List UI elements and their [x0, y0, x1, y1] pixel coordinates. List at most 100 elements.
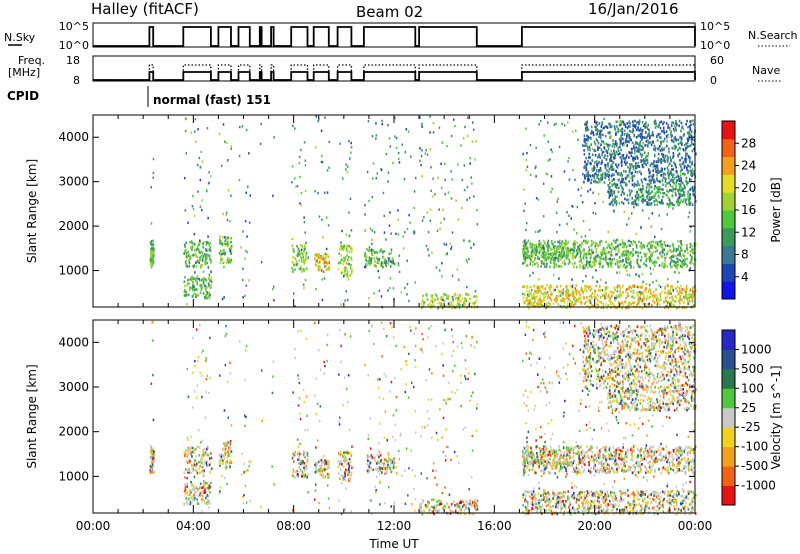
power-echo-band-2	[183, 240, 212, 269]
status-panels: 10^5 10^0 10^5 10^0 18 8 60 0	[8, 20, 790, 107]
power-echo-band-7	[364, 248, 396, 269]
velocity-color-segment	[722, 466, 735, 486]
velocity-colorbar-label: 1000	[741, 342, 772, 356]
power-echo-band-10	[522, 284, 697, 310]
freq-label-line1: Freq.	[18, 54, 46, 67]
beam-label: Beam 02	[356, 3, 424, 21]
power-colorbar-title: Power [dB]	[769, 177, 783, 242]
velocity-colorbar-frame	[721, 329, 736, 506]
xtick-label: 12:00	[377, 519, 412, 533]
velocity-colorbar-label: 500	[741, 362, 764, 376]
power-color-segment	[722, 245, 735, 264]
power-color-segment	[722, 281, 735, 300]
velocity-colorbar-label: 25	[741, 401, 756, 415]
velocity-color-segment	[722, 427, 735, 448]
velocity-colorbar-title-group: Velocity [m s^-1]	[769, 365, 783, 469]
velocity-colorbar-label: 100	[741, 381, 764, 395]
power-colorbar-label: 4	[741, 270, 749, 284]
velocity-ytick-label: 3000	[58, 380, 89, 394]
power-color-segment	[722, 121, 735, 140]
velocity-echo-band-2	[183, 445, 213, 475]
velocity-ylabel-group: Slant Range [km]	[25, 364, 39, 468]
power-colorbar-label: 20	[741, 181, 756, 195]
nave-trace	[93, 64, 696, 81]
velocity-ytick-label: 1000	[58, 469, 89, 483]
power-colorbar-label: 12	[741, 225, 756, 239]
power-colorbar-label: 28	[741, 136, 756, 150]
velocity-ytick-label: 2000	[58, 425, 89, 439]
power-echo-band-13	[582, 119, 697, 185]
power-echo-band-11	[522, 239, 697, 269]
xtick-label: 00:00	[76, 519, 111, 533]
velocity-echo-band-1	[183, 480, 212, 506]
nave-label: Nave	[752, 64, 781, 77]
power-color-segment	[722, 263, 735, 282]
power-color-segment	[722, 174, 735, 193]
velocity-echo-band-3	[218, 441, 233, 470]
velocity-color-segment	[722, 349, 735, 370]
power-colorbar-label: 8	[741, 248, 749, 262]
nsearch-tick-high: 10^5	[700, 20, 730, 33]
nsky-label: N.Sky	[4, 31, 36, 44]
power-echo-band-6	[337, 244, 353, 278]
xtick-label: 00:00	[678, 519, 713, 533]
velocity-echo-band-13	[582, 324, 697, 390]
nsky-tick-high: 10^5	[59, 20, 89, 33]
power-color-segment	[722, 138, 735, 158]
freq-label-line2: [MHz]	[8, 66, 41, 79]
colorbars: 28 24 20 16 12 8 4 Power [dB] 1000 500 100 25 -25 -10…	[721, 120, 783, 506]
cpid-label: CPID	[7, 89, 40, 103]
power-ytick-label: 1000	[58, 264, 89, 278]
nsky-trace	[93, 26, 696, 47]
velocity-colorbar-label: -100	[741, 440, 768, 454]
power-colorbar-label: 16	[741, 203, 756, 217]
velocity-panel	[149, 320, 697, 516]
velocity-colorbar-title: Velocity [m s^-1]	[769, 365, 783, 469]
power-color-segment	[722, 227, 735, 247]
velocity-echo-band-4	[291, 450, 309, 479]
velocity-echo-band-6	[337, 449, 353, 483]
power-echo-band-3	[218, 235, 233, 265]
nsearch-tick-low: 10^0	[700, 39, 730, 52]
power-color-segment	[722, 156, 735, 175]
xtick-label: 20:00	[577, 519, 612, 533]
power-ylabel-group: Slant Range [km]	[25, 159, 39, 263]
velocity-echo-band-7	[366, 454, 396, 475]
power-echo-band-5	[313, 253, 331, 274]
freq-tick-high: 18	[66, 54, 80, 67]
velocity-echo-band-5	[314, 458, 331, 479]
power-colorbar-label: 24	[741, 159, 756, 173]
velocity-color-segment	[722, 407, 735, 428]
xtick-label: 04:00	[176, 519, 211, 533]
power-echo-band-0	[149, 239, 155, 269]
power-color-segment	[722, 210, 735, 229]
nave-tick-low: 0	[710, 74, 717, 87]
power-color-segment	[722, 192, 735, 211]
velocity-colorbar-label: -500	[741, 459, 768, 473]
power-echo-band-12	[607, 181, 697, 207]
velocity-color-segment	[722, 446, 735, 467]
power-ytick-label: 3000	[58, 175, 89, 189]
velocity-color-segment	[722, 388, 735, 409]
velocity-colorbar-label: -25	[741, 420, 761, 434]
velocity-color-segment	[722, 368, 735, 389]
power-ylabel: Slant Range [km]	[25, 159, 39, 263]
velocity-echo-band-12	[607, 387, 697, 412]
power-colorbar-title-group: Power [dB]	[769, 177, 783, 242]
nsearch-label: N.Search	[748, 29, 798, 42]
status-frame-1	[92, 55, 696, 82]
power-ytick-label: 4000	[58, 130, 89, 144]
freq-tick-low: 8	[73, 74, 80, 87]
power-ytick-label: 2000	[58, 219, 89, 233]
velocity-colorbar-label: -1000	[741, 479, 776, 493]
nave-tick-high: 60	[710, 54, 724, 67]
cpid-value: normal (fast) 151	[153, 93, 271, 107]
power-panel	[149, 115, 697, 310]
date-label: 16/Jan/2016	[588, 0, 679, 18]
velocity-sparse-echoes	[149, 320, 696, 516]
xlabel: Time UT	[368, 537, 419, 551]
station-title: Halley (fitACF)	[91, 0, 199, 18]
velocity-color-segment	[722, 330, 735, 350]
nsky-tick-low: 10^0	[59, 39, 89, 52]
